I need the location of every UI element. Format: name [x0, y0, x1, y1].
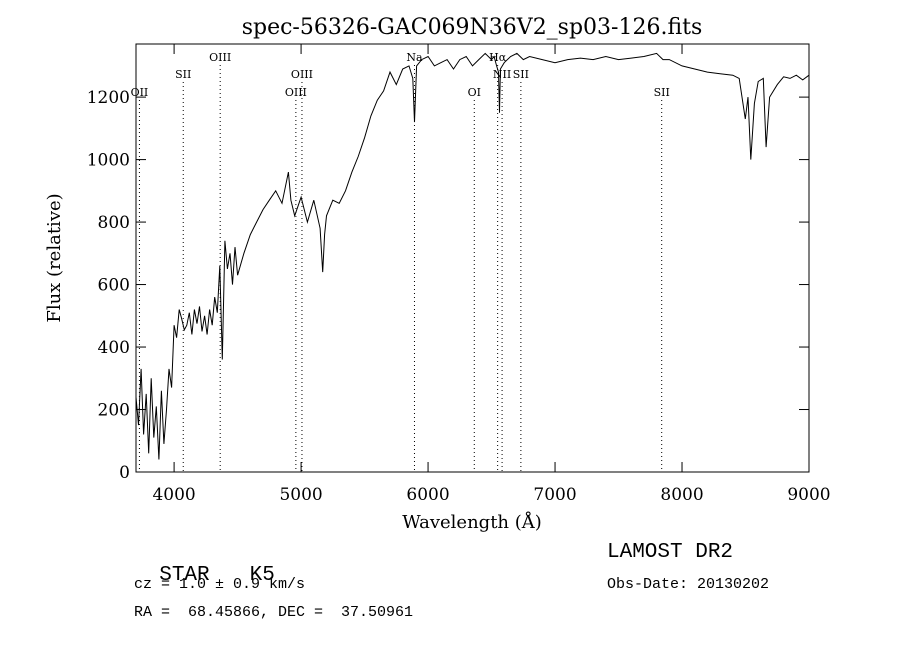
coordinates: RA = 68.45866, DEC = 37.50961 [134, 604, 414, 621]
x-tick-label: 6000 [406, 485, 449, 505]
y-tick-label: 0 [119, 463, 130, 483]
line-marker-label: OIII [209, 51, 231, 64]
y-tick-label: 800 [98, 213, 130, 233]
y-tick-label: 600 [98, 276, 130, 296]
x-tick-label: 7000 [533, 485, 576, 505]
x-tick-label: 8000 [660, 485, 703, 505]
line-marker-label: Hα [489, 51, 507, 64]
object-class-label: STAR [159, 564, 210, 587]
line-marker-label: Na [406, 51, 423, 64]
y-tick-label: 200 [98, 401, 130, 421]
line-marker-label: OII [131, 86, 149, 99]
y-tick-label: 400 [98, 338, 130, 358]
line-marker-label: SII [175, 68, 191, 81]
x-tick-label: 9000 [787, 485, 830, 505]
x-tick-label: 5000 [279, 485, 322, 505]
y-axis-ticks: 0 200 400 600 800 1000 1200 [87, 88, 809, 483]
plot-frame [135, 43, 810, 473]
obs-date: Obs-Date: 20130202 [607, 576, 770, 593]
object-subclass: K5 [249, 564, 275, 587]
line-marker-label: OI [468, 86, 481, 99]
line-marker-label: NII [493, 68, 511, 81]
object-class: STAR K5 [134, 541, 275, 587]
y-axis-label: Flux (relative) [44, 193, 65, 322]
line-marker-label: OIII [285, 86, 307, 99]
x-axis-ticks: 4000 5000 6000 7000 8000 9000 [152, 44, 831, 505]
line-marker-label: SII [654, 86, 670, 99]
spectrum-series-line [135, 52, 810, 460]
x-axis-label: Wavelength (Å) [402, 511, 542, 533]
line-marker-label: OIII [291, 68, 313, 81]
spectrum-chart: spec-56326-GAC069N36V2_sp03-126.fits OII… [44, 15, 831, 533]
x-tick-label: 4000 [152, 485, 195, 505]
y-tick-label: 1000 [87, 151, 130, 171]
y-tick-label: 1200 [87, 88, 130, 108]
redshift-cz: cz = 1.0 ± 0.9 km/s [134, 576, 306, 593]
chart-title: spec-56326-GAC069N36V2_sp03-126.fits [242, 15, 703, 40]
survey-name: LAMOST DR2 [607, 541, 734, 564]
line-marker-label: SII [513, 68, 529, 81]
